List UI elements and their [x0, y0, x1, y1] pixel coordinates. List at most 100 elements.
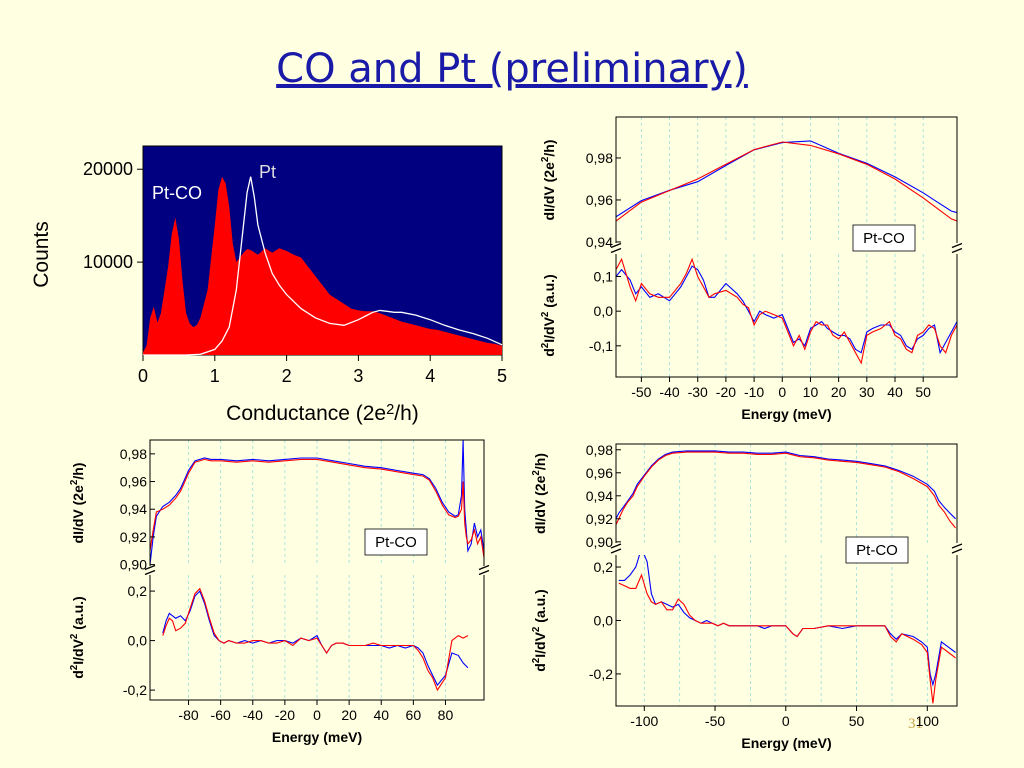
y-tick-label: 0,98: [586, 442, 613, 458]
axis-break-mark: [478, 564, 490, 571]
frame-top: [615, 116, 958, 243]
didv-curve-red: [150, 458, 484, 558]
y-axis-label-didv: dI/dV (2e2/h): [69, 463, 86, 544]
pt-line: [143, 176, 503, 356]
y-tick-label: 0,2: [128, 583, 148, 599]
y-axis-label-d2idv2: d2I/dV2 (a.u.): [69, 596, 86, 678]
y-tick-label: 0,90: [586, 534, 613, 550]
x-tick-label: 0: [778, 384, 786, 400]
x-tick-label: 3: [353, 366, 363, 386]
y-tick-label: 0,96: [586, 192, 613, 208]
y-tick-label: 0,96: [120, 474, 147, 490]
x-tick-label: 20: [341, 707, 357, 723]
didv-curve-red: [616, 451, 957, 529]
didv-curve-red: [616, 141, 957, 222]
d2idv2-curve-blue: [618, 555, 956, 687]
x-tick-label: 60: [406, 707, 422, 723]
legend-label: Pt-CO: [863, 230, 905, 247]
y-tick-label: 0,98: [586, 150, 613, 166]
axis-break-mark: [144, 569, 156, 576]
x-axis-label: Energy (meV): [272, 729, 362, 745]
slide-title: CO and Pt (preliminary): [276, 46, 748, 92]
y-tick-label: 0,94: [586, 488, 613, 504]
x-tick-label: 4: [425, 366, 435, 386]
axis-break-mark: [144, 564, 156, 571]
x-tick-label: -50: [631, 384, 651, 400]
frame-top: [149, 439, 485, 566]
axis-break-mark: [478, 569, 490, 576]
y-tick-label: 0,0: [594, 303, 614, 319]
panel-bottom-right: 0,90 0,92 0,94 0,96 0,98 -0,2 0,0 0,2 -100 -50 0 50…: [531, 442, 963, 751]
x-tick-label: 5: [497, 366, 507, 386]
legend-label: Pt-CO: [375, 534, 417, 551]
frame-bottom: [615, 254, 958, 378]
x-tick-label: -100: [630, 713, 658, 729]
didv-curve-blue: [616, 450, 956, 520]
x-tick-label: -10: [744, 384, 764, 400]
axis-break-mark: [951, 548, 963, 554]
page-number: 31: [908, 716, 923, 732]
y-axis-label-d2idv2: d2I/dV2 (a.u.): [540, 274, 557, 356]
x-tick-label: 30: [859, 384, 875, 400]
d2idv2-curve-red: [162, 587, 469, 692]
legend-label: Pt-CO: [856, 542, 898, 559]
x-tick-label: 50: [849, 713, 865, 729]
y-axis-label-didv: dI/dV (2e2/h): [540, 140, 557, 221]
y-tick-label: 0,0: [128, 633, 148, 649]
axis-break-mark: [610, 543, 622, 549]
y-tick-label: 0,94: [586, 234, 613, 250]
axis-break-mark: [951, 247, 963, 254]
x-tick-label: -20: [275, 707, 295, 723]
axis-break-mark: [610, 247, 622, 254]
label-pt-co: Pt-CO: [152, 183, 202, 203]
legend-box: [845, 536, 909, 564]
x-axis-label: Conductance (2e2/h): [226, 402, 419, 425]
y-tick-label: 0,96: [586, 465, 613, 481]
x-tick-label: -20: [716, 384, 736, 400]
label-pt: Pt: [259, 162, 276, 182]
y-tick-label: -0,1: [589, 338, 613, 354]
x-axis-label: Energy (meV): [741, 735, 831, 751]
axis-break-mark: [610, 242, 622, 249]
y-axis-label: Counts: [30, 221, 53, 288]
y-tick-label: 0,90: [120, 557, 147, 573]
x-tick-label: -80: [178, 707, 198, 723]
axis-break-mark: [951, 543, 963, 549]
x-tick-label: 0: [782, 713, 790, 729]
axis-break-mark: [610, 548, 622, 554]
y-tick-label: -0,2: [123, 682, 147, 698]
didv-curve-blue: [150, 440, 484, 565]
x-tick-label: 100: [916, 713, 940, 729]
d2idv2-curve-blue: [616, 265, 957, 355]
y-tick-label: 0,2: [594, 559, 614, 575]
panel-bottom-left: 0,90 0,92 0,94 0,96 0,98 -0,2 0,0 0,2 -80 -60 -40-…: [69, 439, 490, 745]
x-tick-label: 50: [915, 384, 931, 400]
d2idv2-curve-red: [618, 573, 956, 704]
legend-box: [364, 528, 428, 556]
x-tick-label: 40: [887, 384, 903, 400]
x-tick-label: -30: [688, 384, 708, 400]
d2idv2-curve-red: [616, 257, 957, 365]
legend-box: [852, 224, 916, 252]
x-tick-label: 10: [803, 384, 819, 400]
didv-curve-blue: [616, 140, 957, 218]
y-tick-label: -0,2: [589, 666, 613, 682]
y-tick-label: 0,94: [120, 501, 147, 517]
y-axis-label-didv: dI/dV (2e2/h): [531, 453, 548, 534]
frame-top: [615, 443, 958, 543]
axis-break-mark: [951, 242, 963, 249]
x-tick-label: -50: [705, 713, 725, 729]
x-tick-label: 0: [313, 707, 321, 723]
legend: Pt-CO: [845, 536, 909, 564]
y-tick-label: 0,0: [594, 612, 614, 628]
x-tick-label: 0: [138, 366, 148, 386]
legend: Pt-CO: [364, 528, 428, 556]
y-tick-label: 0,92: [586, 511, 613, 527]
x-tick-label: -40: [243, 707, 263, 723]
frame-bottom: [615, 555, 958, 707]
histogram-chart: Pt-CO Pt 0 1 2 3 4 5 10000 20000 Conductance (2e2/…: [30, 145, 507, 425]
x-tick-label: 20: [831, 384, 847, 400]
x-axis-label: Energy (meV): [741, 406, 831, 422]
y-tick-label: 10000: [83, 252, 133, 272]
